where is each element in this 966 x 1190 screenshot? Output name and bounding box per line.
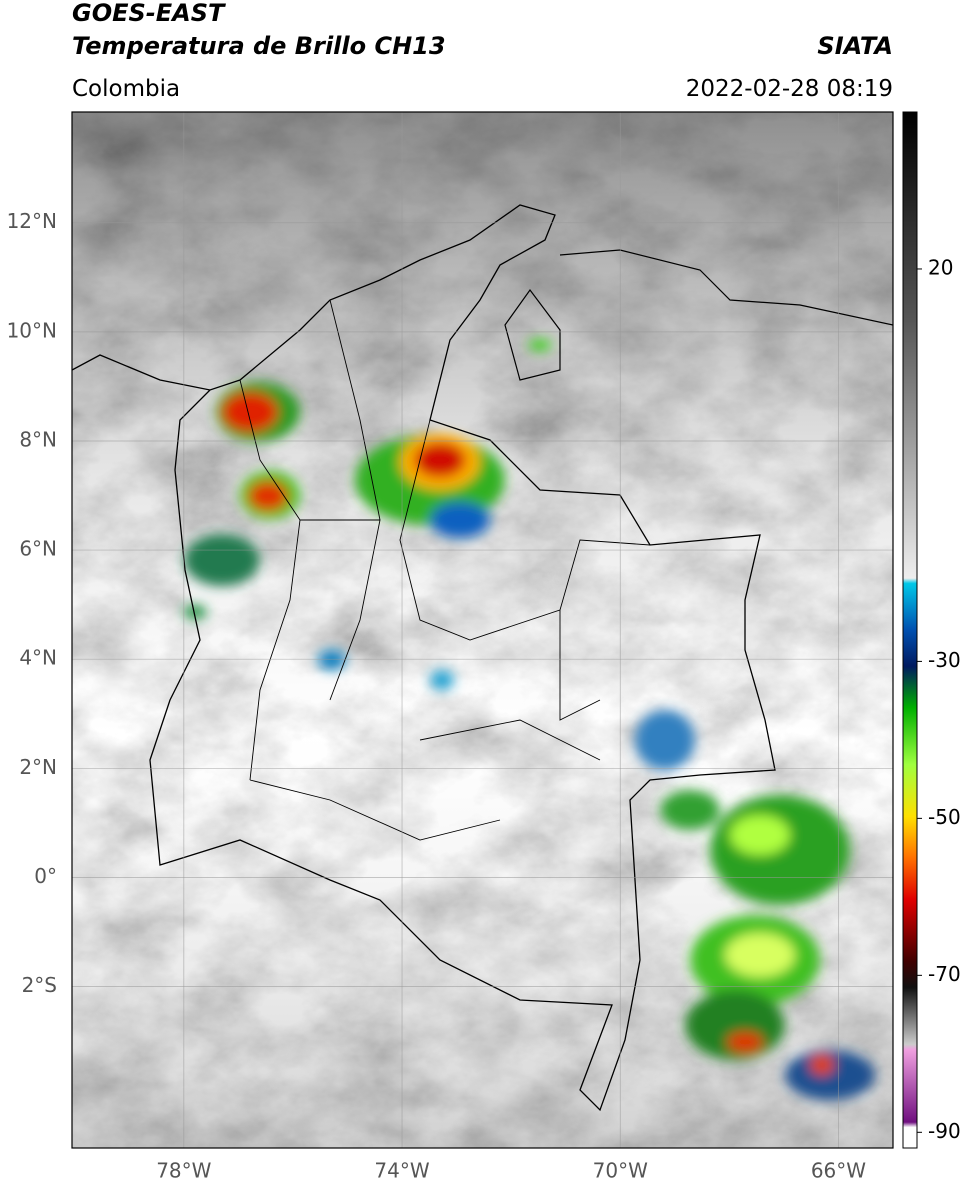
lon-tick-label: 66°W (811, 1159, 866, 1183)
grid (72, 112, 893, 1148)
region: Colombia (72, 76, 180, 102)
colorbar-tick-label: -30 (928, 648, 961, 672)
subtitle: Temperatura de Brillo CH13 (72, 32, 446, 60)
colorbar-tick-label: 20 (928, 255, 953, 279)
map-image (72, 112, 893, 1148)
lat-tick-label: 0° (34, 864, 57, 888)
lat-tick-label: 2°N (19, 755, 57, 779)
lat-tick-label: 2°S (22, 973, 57, 997)
source: SIATA (817, 32, 893, 60)
colorbar-tick-label: -90 (928, 1119, 961, 1143)
lon-tick-label: 74°W (374, 1159, 429, 1183)
convective-cells (183, 339, 875, 1100)
colorbar (902, 111, 918, 1149)
lat-tick-label: 4°N (19, 646, 57, 670)
colorbar-tick-label: -70 (928, 962, 961, 986)
lat-tick-label: 10°N (7, 318, 57, 342)
map-frame (71, 111, 894, 1149)
lat-tick-label: 12°N (7, 209, 57, 233)
colorbar-tick-label: -50 (928, 805, 961, 829)
lat-tick-label: 8°N (19, 427, 57, 451)
timestamp: 2022-02-28 08:19 (686, 76, 893, 102)
lon-tick-label: 78°W (156, 1159, 211, 1183)
country-border (72, 204, 776, 1112)
department-borders (239, 299, 651, 841)
lon-tick-label: 70°W (593, 1159, 648, 1183)
title: GOES-EAST (72, 0, 226, 27)
coastline (504, 249, 893, 381)
lat-tick-label: 6°N (19, 537, 57, 561)
